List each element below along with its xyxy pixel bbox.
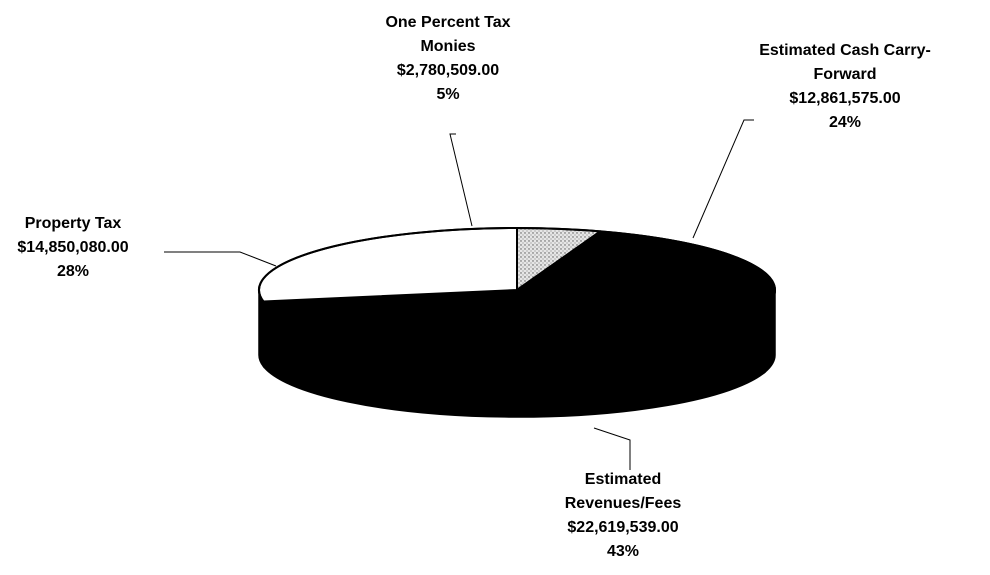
leader-line-revenues [593,427,631,470]
leader-line-one-percent [449,133,473,227]
label-revenues-line-2: $22,619,539.00 [567,519,678,536]
label-one-percent: One Percent Tax Monies $2,780,509.00 5% [385,14,510,103]
label-cash-carry: Estimated Cash Carry- Forward $12,861,575.… [759,42,931,131]
leader-line-cash-carry [692,119,754,239]
pie-slice-property [258,226,518,303]
pie-rim [258,227,776,353]
label-property-line-0: Property Tax [25,215,122,232]
label-cash-carry-line-1: Forward [813,66,876,83]
label-property-line-2: 28% [57,263,89,280]
label-one-percent-line-1: Monies [420,38,475,55]
leader-line-property [164,251,277,267]
pie-top-layer [258,226,776,353]
slice-labels: One Percent Tax Monies $2,780,509.00 5% Esti… [17,14,930,560]
label-revenues: Estimated Revenues/Fees $22,619,539.00 43% [565,471,682,560]
label-revenues-line-0: Estimated [585,471,661,488]
label-cash-carry-line-2: $12,861,575.00 [789,90,900,107]
label-one-percent-line-3: 5% [436,86,459,103]
label-one-percent-line-2: $2,780,509.00 [397,62,499,79]
label-cash-carry-line-0: Estimated Cash Carry- [759,42,931,59]
label-revenues-line-3: 43% [607,543,639,560]
label-one-percent-line-0: One Percent Tax [385,14,510,31]
label-cash-carry-line-3: 24% [829,114,861,131]
label-revenues-line-1: Revenues/Fees [565,495,682,512]
leader-lines [164,119,754,470]
label-property-line-1: $14,850,080.00 [17,239,128,256]
label-property: Property Tax $14,850,080.00 28% [17,215,128,280]
